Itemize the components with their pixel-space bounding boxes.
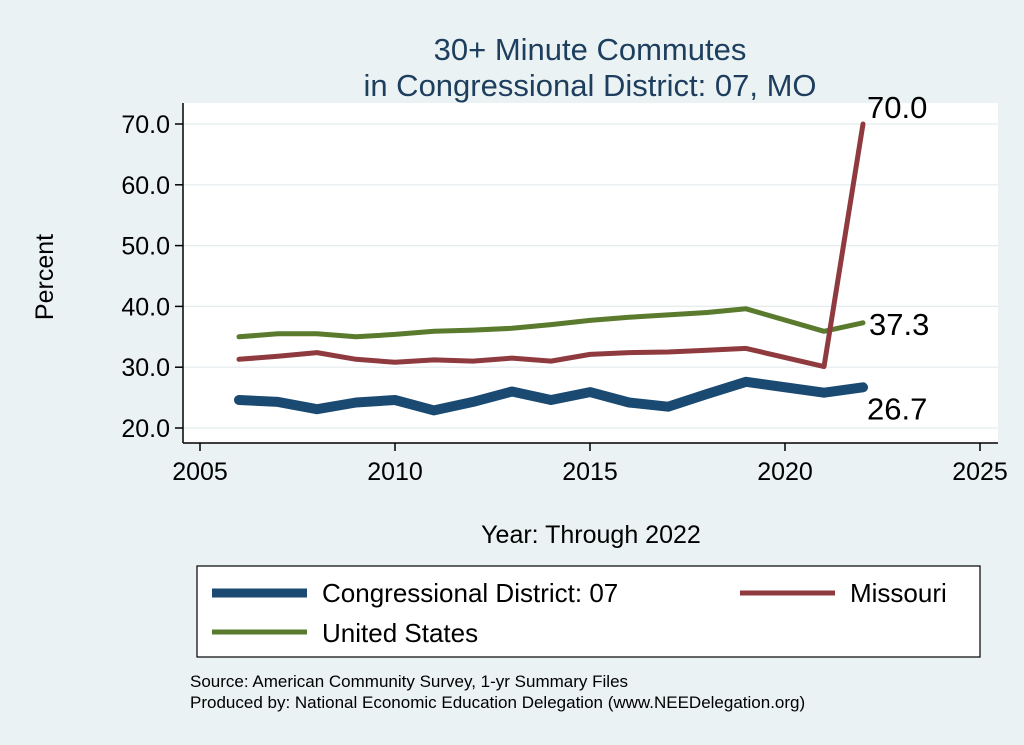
- y-tick-label: 20.0: [121, 415, 170, 443]
- y-axis-ticks: 20.0 30.0 40.0 50.0 60.0 70.0: [121, 111, 183, 443]
- x-axis-ticks: 2005 2010 2015 2020 2025: [172, 443, 1008, 486]
- legend-label-district: Congressional District: 07: [322, 578, 618, 608]
- legend-box: [196, 565, 981, 658]
- series-group: [234, 121, 868, 416]
- end-labels-group: 26.7 70.0 37.3: [867, 90, 929, 426]
- x-tick-label: 2010: [367, 458, 423, 486]
- y-tick-label: 60.0: [121, 172, 170, 200]
- series-line-district: [234, 376, 868, 416]
- y-tick-label: 30.0: [121, 354, 170, 382]
- legend-label-missouri: Missouri: [850, 578, 947, 608]
- x-axis-title: Year: Through 2022: [481, 521, 701, 549]
- produced-by-note: Produced by: National Economic Education…: [190, 693, 805, 712]
- y-tick-label: 40.0: [121, 293, 170, 321]
- series-line-missouri: [236, 121, 866, 370]
- y-tick-label: 70.0: [121, 111, 170, 139]
- legend-label-us: United States: [322, 618, 478, 648]
- x-tick-label: 2015: [562, 458, 618, 486]
- end-label-missouri: 70.0: [867, 90, 927, 125]
- x-tick-label: 2020: [757, 458, 813, 486]
- y-axis-title: Percent: [31, 234, 59, 320]
- x-tick-label: 2005: [172, 458, 228, 486]
- x-tick-label: 2025: [952, 458, 1008, 486]
- source-note: Source: American Community Survey, 1-yr …: [190, 672, 628, 691]
- end-label-us: 37.3: [869, 307, 929, 342]
- end-label-district: 26.7: [867, 391, 927, 426]
- series-line-us: [236, 306, 866, 340]
- chart-title-line-1: 30+ Minute Commutes: [434, 32, 747, 67]
- chart-title-line-2: in Congressional District: 07, MO: [363, 68, 816, 103]
- y-tick-label: 50.0: [121, 233, 170, 261]
